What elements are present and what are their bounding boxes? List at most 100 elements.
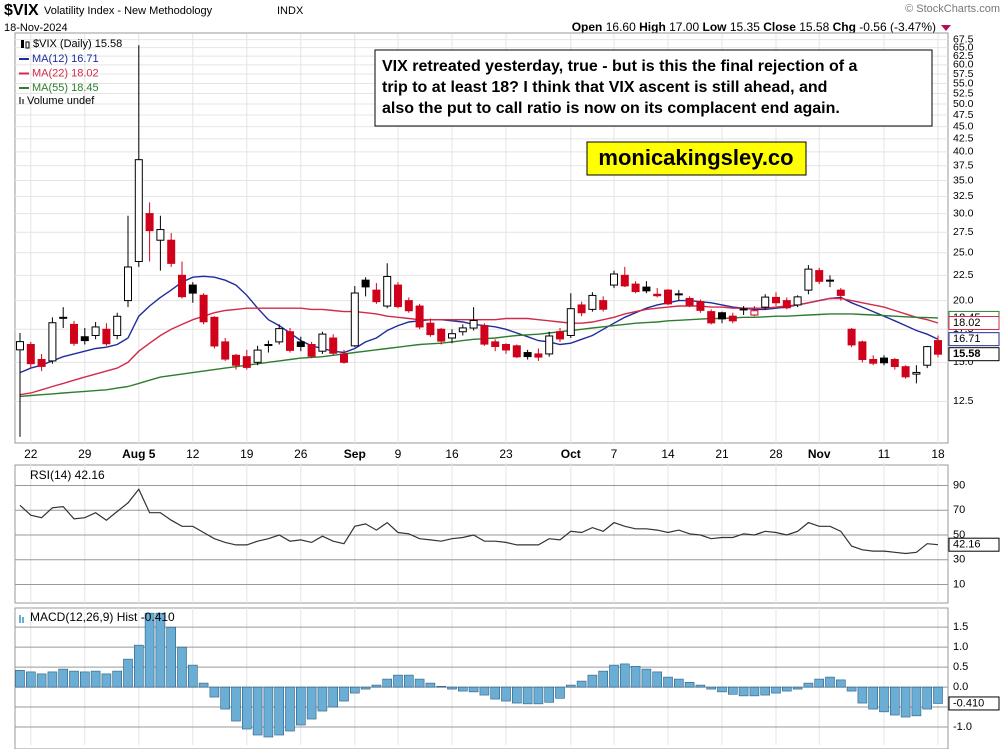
histogram-bar [911, 686, 922, 717]
histogram-bar [663, 676, 673, 688]
candle-body [588, 294, 597, 310]
candle-body [934, 340, 942, 355]
histogram-bar [933, 686, 943, 704]
candle-body [318, 333, 327, 352]
candle-body [502, 344, 510, 351]
histogram-bar [673, 678, 684, 688]
candle-body [782, 300, 791, 309]
candle-body [415, 305, 424, 328]
moving-average-line [19, 313, 939, 398]
candle-body [804, 268, 813, 291]
histogram-bar [382, 678, 393, 688]
value-badge-label: 42.16 [953, 539, 981, 551]
quote-label: Close [763, 20, 796, 34]
histogram-bar [101, 673, 112, 688]
y-tick-label: 52.5 [953, 87, 974, 99]
candle-body [113, 315, 122, 336]
x-tick-label: 26 [294, 447, 308, 461]
legend-icon [22, 99, 24, 104]
exchange: INDX [277, 5, 304, 17]
candle-body [329, 337, 338, 354]
quote-value: 17.00 [669, 20, 699, 34]
candle-body [566, 308, 575, 336]
histogram-bar [339, 686, 349, 702]
histogram-bar [533, 686, 544, 705]
histogram-bar [846, 686, 857, 692]
histogram-bar [684, 681, 695, 688]
legend-icon [19, 615, 21, 623]
candle-body [188, 284, 197, 294]
candle-body [167, 239, 176, 264]
candle-body [458, 327, 467, 333]
x-tick-label: 16 [445, 447, 459, 461]
candle-body [836, 289, 845, 296]
candle-body [59, 316, 68, 319]
candle-body [912, 371, 921, 375]
histogram-bar [922, 686, 933, 710]
candle-body [610, 273, 618, 286]
histogram-bar [738, 686, 749, 697]
candle-body [556, 331, 564, 340]
histogram-bar [889, 686, 900, 716]
candle-body [134, 159, 143, 262]
candle-body [448, 333, 456, 339]
candle-body [674, 293, 683, 296]
date: 18-Nov-2024 [4, 22, 68, 34]
x-tick-label: 22 [24, 447, 38, 461]
quote-label: Chg [833, 20, 856, 34]
histogram-bar [209, 686, 220, 698]
histogram-bar [58, 668, 69, 688]
legend-icon [22, 617, 24, 623]
x-tick-label: 28 [769, 447, 783, 461]
y-tick-label: 57.5 [953, 68, 974, 80]
candle-body [80, 336, 89, 342]
x-tick-label: 29 [78, 447, 92, 461]
histogram-bar [468, 686, 479, 693]
legend-title: $VIX (Daily) 15.58 [33, 38, 122, 50]
quote-value: -0.56 (-3.47%) [859, 20, 936, 34]
histogram-bar [177, 646, 187, 688]
histogram-bar [198, 682, 209, 688]
candle-body [826, 279, 834, 282]
histogram-bar [555, 686, 565, 699]
y-tick-label: 0.0 [953, 681, 968, 693]
histogram-bar [641, 668, 652, 688]
y-tick-label: 25.0 [953, 247, 974, 259]
histogram-bar [328, 686, 339, 708]
value-badge [948, 347, 1000, 362]
candle-body [145, 213, 154, 232]
y-tick-label: 22.5 [953, 269, 974, 281]
histogram-bar [371, 684, 382, 688]
histogram-bar [69, 670, 79, 688]
legend-icon [19, 97, 21, 104]
candle-body [221, 341, 230, 360]
candle-body [37, 358, 46, 367]
histogram-bar [112, 670, 122, 688]
candle-body [178, 274, 186, 298]
histogram-bar [349, 686, 360, 694]
quote-label: High [639, 20, 666, 34]
histogram-bar [727, 686, 738, 695]
candle-body [696, 301, 705, 311]
histogram-bar [598, 670, 609, 688]
candle-body [232, 354, 240, 366]
histogram-bar [134, 644, 144, 688]
candle-body [523, 352, 532, 358]
histogram-bar [263, 686, 274, 738]
x-tick-label: Nov [808, 447, 831, 461]
histogram-bar [123, 658, 133, 688]
candle-body [718, 312, 726, 320]
y-tick-label: 30 [953, 554, 965, 566]
candle-body [350, 292, 359, 347]
histogram-bar [252, 686, 263, 736]
value-badge-label: 18.02 [953, 317, 981, 329]
candle-body [653, 293, 662, 297]
candle-body [48, 322, 57, 362]
y-tick-label: 30.0 [953, 207, 974, 219]
histogram-bar [695, 684, 706, 688]
histogram-bar [295, 686, 306, 726]
histogram-bar [155, 612, 166, 688]
candle-body [124, 266, 132, 302]
x-tick-label: 14 [661, 447, 675, 461]
histogram-bar [857, 686, 868, 704]
